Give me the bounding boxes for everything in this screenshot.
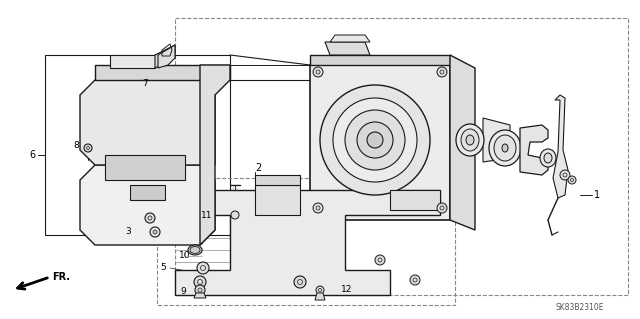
- Circle shape: [313, 67, 323, 77]
- Polygon shape: [450, 55, 475, 230]
- Polygon shape: [520, 125, 548, 175]
- Text: 5: 5: [160, 263, 166, 272]
- Circle shape: [560, 170, 570, 180]
- Circle shape: [437, 203, 447, 213]
- Polygon shape: [255, 185, 300, 215]
- Ellipse shape: [456, 124, 484, 156]
- Polygon shape: [130, 185, 165, 200]
- Ellipse shape: [489, 130, 521, 166]
- Text: 1: 1: [594, 190, 600, 200]
- Polygon shape: [110, 55, 155, 68]
- Circle shape: [437, 67, 447, 77]
- Circle shape: [367, 132, 383, 148]
- Polygon shape: [155, 45, 175, 68]
- Circle shape: [357, 122, 393, 158]
- Circle shape: [195, 285, 205, 295]
- Circle shape: [194, 276, 206, 288]
- Circle shape: [333, 98, 417, 182]
- Text: FR.: FR.: [52, 272, 70, 282]
- Ellipse shape: [190, 247, 200, 254]
- Text: 6: 6: [29, 150, 35, 160]
- Polygon shape: [483, 118, 510, 162]
- Ellipse shape: [544, 153, 552, 163]
- Circle shape: [294, 276, 306, 288]
- Polygon shape: [105, 155, 185, 180]
- Ellipse shape: [466, 135, 474, 145]
- Polygon shape: [330, 35, 370, 42]
- Polygon shape: [158, 45, 175, 68]
- Polygon shape: [95, 65, 230, 80]
- Circle shape: [150, 227, 160, 237]
- Circle shape: [84, 144, 92, 152]
- Text: SK83B2310E: SK83B2310E: [556, 303, 604, 313]
- Ellipse shape: [494, 135, 516, 161]
- Circle shape: [197, 262, 209, 274]
- Polygon shape: [553, 95, 568, 198]
- Text: 10: 10: [179, 250, 191, 259]
- Ellipse shape: [502, 144, 508, 152]
- Circle shape: [568, 176, 576, 184]
- Circle shape: [375, 255, 385, 265]
- Polygon shape: [325, 42, 370, 55]
- Text: 8: 8: [73, 140, 79, 150]
- Text: 12: 12: [341, 286, 353, 294]
- Polygon shape: [315, 293, 325, 300]
- Polygon shape: [194, 293, 206, 298]
- Circle shape: [410, 275, 420, 285]
- Polygon shape: [255, 175, 300, 185]
- Polygon shape: [80, 80, 215, 165]
- Circle shape: [153, 230, 157, 234]
- Text: 11: 11: [201, 211, 212, 219]
- Polygon shape: [200, 65, 230, 245]
- Polygon shape: [310, 55, 450, 65]
- Circle shape: [316, 286, 324, 294]
- Text: 3: 3: [125, 227, 131, 236]
- Circle shape: [313, 203, 323, 213]
- Ellipse shape: [540, 149, 556, 167]
- Circle shape: [320, 85, 430, 195]
- Text: 9: 9: [180, 287, 186, 296]
- Ellipse shape: [461, 129, 479, 151]
- Text: 7: 7: [142, 78, 148, 87]
- Circle shape: [231, 211, 239, 219]
- Ellipse shape: [188, 245, 202, 255]
- Polygon shape: [80, 165, 215, 245]
- Circle shape: [145, 213, 155, 223]
- Circle shape: [345, 110, 405, 170]
- Polygon shape: [310, 65, 450, 220]
- Polygon shape: [175, 190, 440, 295]
- Polygon shape: [390, 190, 440, 210]
- Text: 2: 2: [255, 163, 261, 173]
